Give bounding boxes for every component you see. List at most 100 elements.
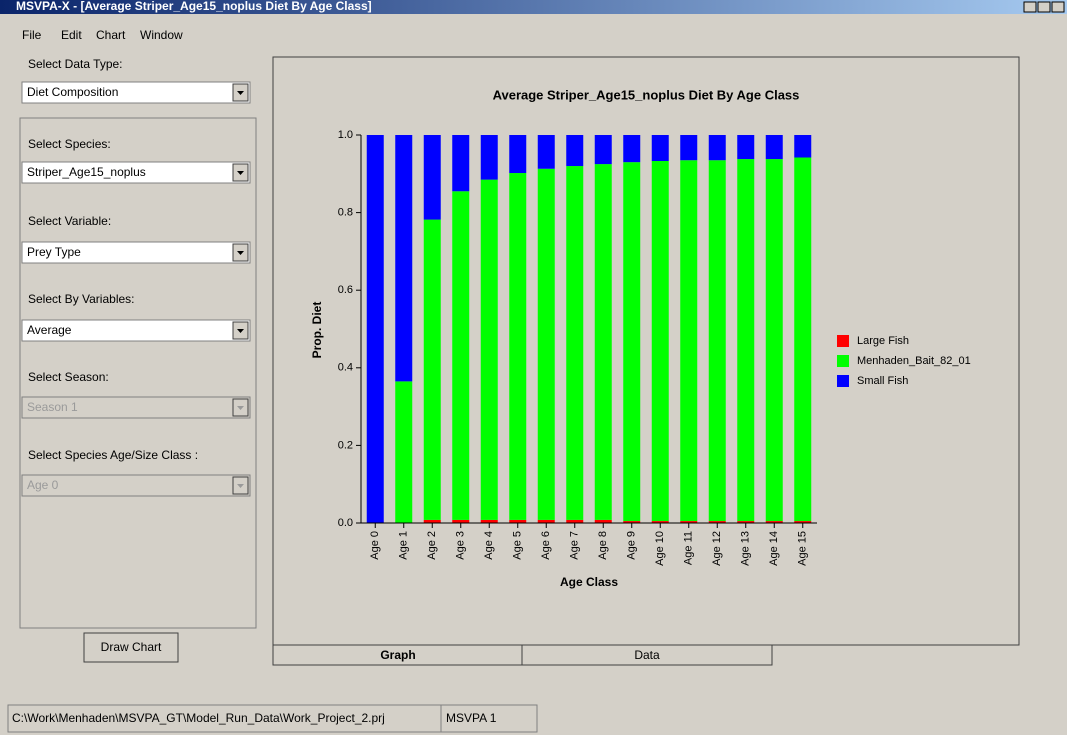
bar-segment	[594, 135, 612, 165]
bar-segment	[395, 381, 413, 523]
bar-segment	[452, 135, 470, 192]
combo-box[interactable]	[21, 241, 251, 264]
status-text: C:\Work\Menhaden\MSVPA_GT\Model_Run_Data…	[12, 711, 385, 725]
x-tick-label: Age 14	[768, 531, 780, 566]
legend-swatch	[837, 375, 849, 387]
label: Select Variable:	[28, 214, 111, 228]
label: Select Data Type:	[28, 57, 123, 71]
tab-label: Data	[634, 648, 660, 662]
combo-value: Age 0	[27, 478, 59, 492]
bar-segment	[651, 135, 669, 161]
y-tick-label: 0.0	[338, 517, 353, 529]
bar-segment	[794, 157, 812, 522]
x-tick-label: Age 7	[569, 531, 581, 560]
bar-segment	[651, 521, 669, 523]
combo-box[interactable]	[21, 319, 251, 342]
combo-arrow	[237, 329, 244, 333]
bar-segment	[765, 159, 783, 522]
label: Select Species:	[28, 137, 111, 151]
legend-swatch	[837, 355, 849, 367]
menu-item[interactable]: Edit	[61, 28, 82, 42]
y-tick-label: 0.8	[338, 207, 353, 219]
y-tick-label: 0.4	[338, 362, 353, 374]
x-tick-label: Age 0	[369, 531, 381, 560]
combo-box[interactable]	[21, 161, 251, 184]
x-tick-label: Age 12	[711, 531, 723, 566]
bar-segment	[680, 135, 698, 161]
combo-value: Striper_Age15_noplus	[27, 165, 146, 179]
menu-item[interactable]: Chart	[96, 28, 126, 42]
combo-value: Diet Composition	[27, 85, 118, 99]
bar-segment	[594, 519, 612, 523]
combo-box[interactable]	[21, 474, 251, 497]
window-title: MSVPA-X - [Average Striper_Age15_noplus …	[16, 0, 372, 13]
bar-segment	[765, 135, 783, 160]
label: Select Season:	[28, 370, 109, 384]
x-tick-label: Age 10	[654, 531, 666, 566]
bar-segment	[423, 219, 441, 520]
bar-segment	[765, 521, 783, 523]
draw-button[interactable]	[83, 632, 179, 663]
bar-segment	[623, 162, 641, 522]
status-panel	[440, 704, 538, 733]
menu-item[interactable]: Window	[140, 28, 183, 42]
combo-box[interactable]	[21, 81, 251, 104]
combo-value: Season 1	[27, 400, 78, 414]
title-bar	[0, 0, 1067, 14]
chart-title: Average Striper_Age15_noplus Diet By Age…	[493, 87, 800, 102]
bar-segment	[566, 519, 584, 523]
combo-arrow	[237, 484, 244, 488]
bar-segment	[423, 519, 441, 523]
minimize[interactable]	[1023, 1, 1037, 13]
bar-segment	[680, 521, 698, 523]
bar-segment	[737, 135, 755, 160]
chart-frame	[272, 56, 1020, 646]
x-tick-label: Age 4	[483, 531, 495, 560]
menu-item[interactable]: File	[22, 28, 42, 42]
bar-segment	[708, 521, 726, 523]
tab-label: Graph	[380, 648, 415, 662]
legend-swatch	[837, 335, 849, 347]
tab[interactable]	[521, 644, 773, 666]
bar-segment	[566, 166, 584, 520]
x-tick-label: Age 15	[797, 531, 809, 566]
group-box	[19, 117, 257, 629]
x-tick-label: Age 11	[683, 531, 695, 565]
x-tick-label: Age 1	[398, 531, 410, 560]
bar-segment	[594, 164, 612, 520]
bar-segment	[509, 135, 527, 174]
bar-segment	[566, 135, 584, 167]
bar-segment	[651, 160, 669, 522]
combo-value: Average	[27, 323, 72, 337]
combo-arrow	[237, 171, 244, 175]
x-axis-label: Age Class	[560, 575, 618, 589]
bar-segment	[537, 168, 555, 520]
status-text: MSVPA 1	[446, 711, 497, 725]
bar-segment	[708, 135, 726, 161]
bar-segment	[452, 519, 470, 523]
bar-segment	[794, 521, 812, 523]
x-tick-label: Age 13	[740, 531, 752, 566]
bar-segment	[737, 159, 755, 522]
button-label: Draw Chart	[101, 640, 162, 654]
close[interactable]	[1051, 1, 1065, 13]
bar-segment	[737, 521, 755, 523]
maximize[interactable]	[1037, 1, 1051, 13]
combo-arrow	[237, 91, 244, 95]
x-tick-label: Age 9	[626, 531, 638, 560]
combo-box[interactable]	[21, 396, 251, 419]
bar-segment	[366, 135, 384, 523]
bar-segment	[480, 135, 498, 180]
bar-segment	[509, 519, 527, 523]
bar-segment	[480, 179, 498, 520]
x-tick-label: Age 2	[426, 531, 438, 560]
y-axis-label: Prop. Diet	[310, 302, 324, 359]
bar-segment	[708, 160, 726, 522]
bar-segment	[537, 135, 555, 169]
x-tick-label: Age 5	[512, 531, 524, 560]
bar-segment	[452, 191, 470, 520]
y-tick-label: 0.2	[338, 439, 353, 451]
legend-label: Large Fish	[857, 335, 909, 347]
